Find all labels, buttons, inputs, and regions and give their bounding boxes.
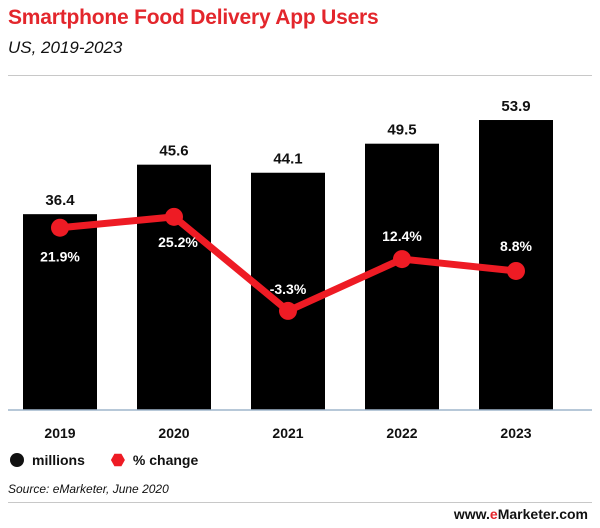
bar-value-label-2022: 49.5: [387, 122, 416, 139]
pct-change-label-2022: 12.4%: [382, 228, 422, 244]
chart-subtitle: US, 2019-2023: [8, 38, 123, 57]
pct-change-point-2023: [507, 261, 525, 280]
source-note: Source: eMarketer, June 2020: [8, 482, 169, 496]
x-tick-label-2020: 2020: [158, 425, 189, 441]
brand-logo: www.eMarketer.com: [454, 506, 588, 522]
brand-prefix: www.: [453, 506, 490, 522]
pct-change-point-2019: [51, 218, 69, 237]
bar-2020: [137, 164, 211, 410]
x-tick-label-2023: 2023: [500, 425, 531, 441]
bar-2022: [365, 143, 439, 410]
bar-2019: [23, 214, 97, 410]
bar-value-label-2020: 45.6: [159, 143, 188, 160]
header-divider: [8, 75, 592, 76]
legend-marker-pct-change: [110, 453, 125, 467]
legend-item-millions: millions: [10, 452, 85, 468]
pct-change-point-2020: [165, 207, 183, 226]
pct-change-label-2020: 25.2%: [158, 234, 198, 250]
brand-suffix: Marketer.com: [497, 506, 588, 522]
pct-change-point-2021: [279, 301, 297, 320]
pct-change-label-2021: -3.3%: [270, 281, 307, 297]
legend: millions % change: [10, 449, 224, 471]
bar-value-label-2023: 53.9: [501, 98, 530, 115]
legend-label-pct-change: % change: [132, 452, 199, 468]
pct-change-label-2019: 21.9%: [40, 249, 80, 265]
x-tick-label-2021: 2021: [272, 425, 303, 441]
legend-marker-millions: [10, 453, 24, 467]
bar-value-label-2019: 36.4: [45, 192, 75, 209]
pct-change-point-2022: [393, 250, 411, 269]
pct-change-label-2023: 8.8%: [500, 238, 532, 254]
legend-label-millions: millions: [32, 452, 85, 468]
x-tick-label-2022: 2022: [386, 425, 417, 441]
footer-divider: [8, 502, 592, 503]
chart-title: Smartphone Food Delivery App Users: [8, 6, 379, 29]
legend-item-pct-change: % change: [110, 452, 199, 468]
x-tick-label-2019: 2019: [44, 425, 75, 441]
bar-value-label-2021: 44.1: [273, 151, 302, 168]
brand-e: e: [489, 506, 498, 522]
